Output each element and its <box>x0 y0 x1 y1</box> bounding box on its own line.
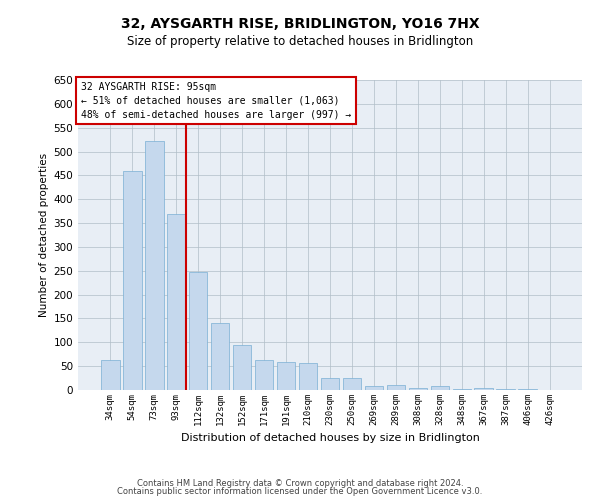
Text: 32 AYSGARTH RISE: 95sqm
← 51% of detached houses are smaller (1,063)
48% of semi: 32 AYSGARTH RISE: 95sqm ← 51% of detache… <box>80 82 351 120</box>
Bar <box>365 386 383 390</box>
Text: 32, AYSGARTH RISE, BRIDLINGTON, YO16 7HX: 32, AYSGARTH RISE, BRIDLINGTON, YO16 7HX <box>121 18 479 32</box>
Bar <box>452 388 471 390</box>
Bar <box>343 378 361 390</box>
Bar <box>518 389 537 390</box>
Bar <box>189 272 208 390</box>
X-axis label: Distribution of detached houses by size in Bridlington: Distribution of detached houses by size … <box>181 434 479 444</box>
Bar <box>145 141 164 390</box>
Bar <box>409 388 427 390</box>
Text: Size of property relative to detached houses in Bridlington: Size of property relative to detached ho… <box>127 35 473 48</box>
Bar <box>299 363 317 390</box>
Bar <box>277 362 295 390</box>
Bar <box>101 360 119 390</box>
Bar <box>386 385 405 390</box>
Bar <box>233 344 251 390</box>
Bar <box>255 360 274 390</box>
Y-axis label: Number of detached properties: Number of detached properties <box>39 153 49 317</box>
Text: Contains HM Land Registry data © Crown copyright and database right 2024.: Contains HM Land Registry data © Crown c… <box>137 478 463 488</box>
Bar <box>475 388 493 390</box>
Bar <box>123 170 142 390</box>
Bar <box>320 378 340 390</box>
Bar <box>167 214 185 390</box>
Bar <box>431 386 449 390</box>
Bar <box>496 389 515 390</box>
Bar <box>211 323 229 390</box>
Text: Contains public sector information licensed under the Open Government Licence v3: Contains public sector information licen… <box>118 487 482 496</box>
